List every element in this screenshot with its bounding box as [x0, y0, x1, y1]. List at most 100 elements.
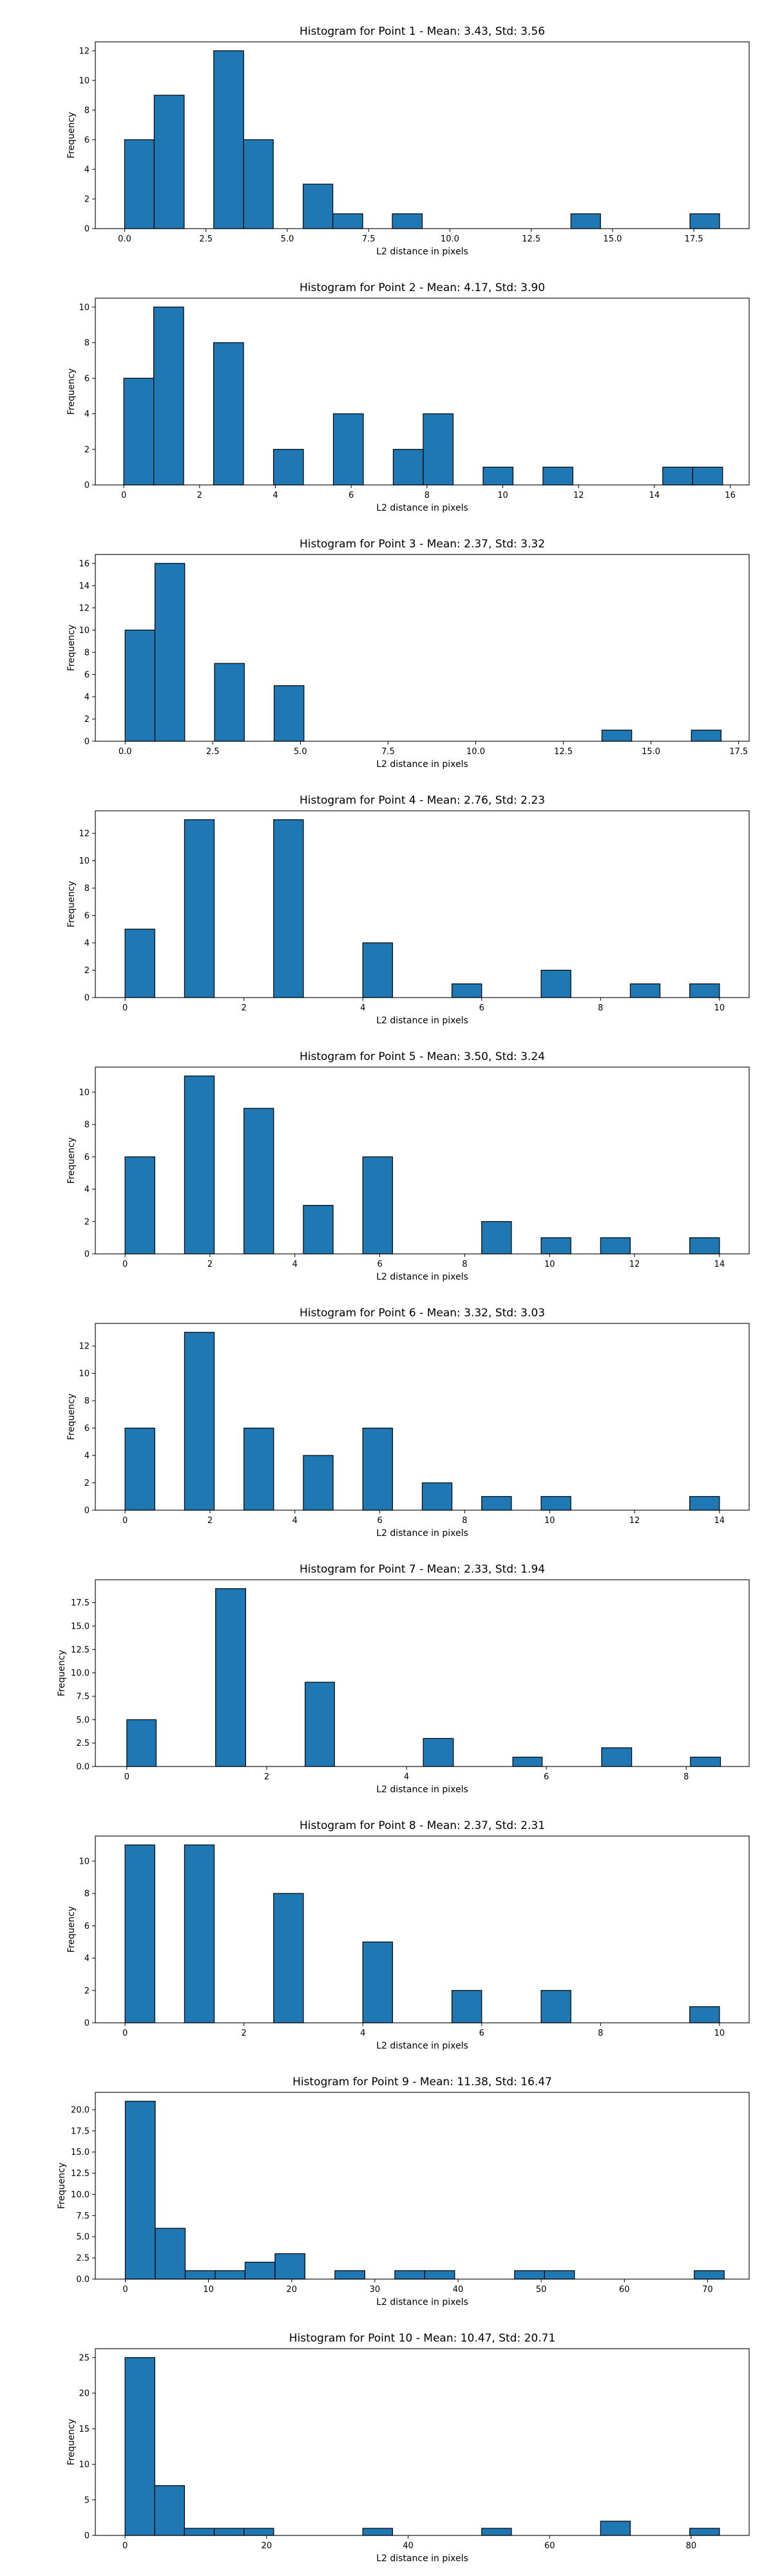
- plot-frame: [95, 810, 750, 998]
- x-tick-label: 60: [544, 2541, 555, 2551]
- histogram-bar: [215, 1588, 246, 1767]
- histogram-bar: [692, 466, 723, 486]
- histogram-bar: [362, 1941, 393, 2023]
- plot-frame: [95, 1323, 750, 1511]
- histogram-bar: [540, 1990, 571, 2023]
- chart-title: Histogram for Point 4 - Mean: 2.76, Std:…: [300, 794, 545, 807]
- y-tick-label: 8: [84, 1889, 90, 1899]
- chart-panel-6: Histogram for Point 6 - Mean: 3.32, Std:…: [66, 1307, 750, 1539]
- histogram-bar: [303, 184, 334, 229]
- histogram-bar: [213, 342, 244, 486]
- chart-title: Histogram for Point 2 - Mean: 4.17, Std:…: [300, 281, 545, 294]
- x-tick-label: 8: [462, 1516, 467, 1526]
- y-tick-label: 0: [84, 481, 90, 491]
- y-tick-label: 10: [79, 303, 90, 312]
- y-tick-label: 4: [84, 410, 90, 419]
- x-tick-label: 30: [370, 2285, 381, 2295]
- x-tick-label: 0.0: [119, 747, 132, 757]
- y-tick-label: 20: [79, 2389, 90, 2399]
- histogram-bar: [689, 1496, 720, 1511]
- x-tick-label: 2: [207, 1516, 213, 1526]
- histogram-bar: [184, 1075, 215, 1255]
- x-axis-label: L2 distance in pixels: [376, 2041, 468, 2051]
- x-tick-label: 40: [403, 2541, 414, 2551]
- histogram-bar: [123, 377, 155, 486]
- histogram-bar: [213, 50, 244, 229]
- y-tick-label: 0: [84, 2019, 90, 2029]
- histogram-bar: [243, 139, 274, 229]
- x-tick-label: 2: [264, 1772, 269, 1782]
- y-tick-label: 5.0: [76, 2233, 90, 2242]
- histogram-bar: [392, 213, 423, 229]
- histogram-bar: [600, 1237, 631, 1255]
- x-tick-label: 10: [544, 1516, 555, 1526]
- y-tick-label: 7.5: [76, 2211, 90, 2221]
- histogram-bar: [243, 1427, 274, 1511]
- x-tick-label: 0: [122, 2029, 128, 2038]
- x-axis-label: L2 distance in pixels: [376, 759, 468, 770]
- y-tick-label: 0: [84, 737, 90, 747]
- histogram-bar: [243, 2528, 274, 2536]
- y-tick-label: 12.5: [71, 2169, 90, 2179]
- x-tick-label: 0: [122, 1260, 128, 1269]
- x-tick-label: 17.5: [685, 234, 703, 244]
- x-tick-label: 70: [702, 2285, 713, 2295]
- chart-title: Histogram for Point 9 - Mean: 11.38, Std…: [292, 2076, 552, 2088]
- histogram-bar: [601, 1747, 633, 1767]
- x-tick-label: 0: [122, 1516, 128, 1526]
- histogram-bar: [184, 2528, 215, 2536]
- x-tick-label: 8: [462, 1260, 467, 1269]
- histogram-bar: [601, 730, 633, 742]
- y-tick-label: 6: [84, 911, 90, 921]
- x-tick-label: 6: [348, 491, 354, 500]
- x-tick-label: 0: [122, 2541, 128, 2551]
- chart-panel-5: Histogram for Point 5 - Mean: 3.50, Std:…: [66, 1050, 750, 1282]
- histogram-bar: [153, 307, 184, 486]
- histogram-bar: [154, 563, 186, 742]
- x-axis-label: L2 distance in pixels: [376, 1272, 468, 1282]
- y-tick-label: 2: [84, 1479, 90, 1488]
- y-tick-label: 2: [84, 715, 90, 724]
- histogram-bar: [124, 629, 156, 742]
- y-tick-label: 6: [84, 1922, 90, 1931]
- histogram-bar: [452, 1990, 482, 2023]
- y-tick-label: 8: [84, 106, 90, 115]
- histogram-bar: [540, 969, 571, 998]
- y-tick-label: 2: [84, 1986, 90, 1996]
- histogram-bar: [303, 1455, 334, 1511]
- chart-title: Histogram for Point 10 - Mean: 10.47, St…: [289, 2332, 556, 2345]
- histogram-bar: [214, 663, 245, 742]
- chart-title: Histogram for Point 7 - Mean: 2.33, Std:…: [300, 1563, 545, 1576]
- x-axis-label: L2 distance in pixels: [376, 503, 468, 513]
- histogram-bar: [272, 449, 304, 486]
- y-tick-label: 4: [84, 1452, 90, 1461]
- x-tick-label: 0: [122, 1003, 128, 1013]
- x-tick-label: 2: [242, 1003, 247, 1013]
- y-tick-label: 10: [79, 857, 90, 866]
- y-tick-label: 2: [84, 1217, 90, 1227]
- x-axis-label: L2 distance in pixels: [376, 1016, 468, 1026]
- y-tick-label: 8: [84, 1121, 90, 1130]
- x-tick-label: 16: [725, 491, 736, 500]
- y-tick-label: 10: [79, 1857, 90, 1866]
- y-axis-label: Frequency: [66, 2419, 77, 2465]
- x-tick-label: 40: [453, 2285, 464, 2295]
- y-tick-label: 10: [79, 1088, 90, 1097]
- y-tick-label: 4: [84, 1185, 90, 1195]
- histogram-bar: [481, 1496, 512, 1511]
- y-tick-label: 20.0: [71, 2105, 90, 2115]
- histogram-bar: [184, 1844, 215, 2023]
- y-tick-label: 0: [84, 1506, 90, 1516]
- x-tick-label: 5.0: [281, 234, 294, 244]
- y-axis-label: Frequency: [57, 1650, 67, 1696]
- histogram-bar: [691, 730, 722, 742]
- histogram-bar: [392, 449, 424, 486]
- histogram-bar: [452, 983, 482, 998]
- chart-title: Histogram for Point 3 - Mean: 2.37, Std:…: [300, 538, 545, 551]
- y-tick-label: 15: [79, 2425, 90, 2434]
- x-tick-label: 4: [360, 2029, 365, 2038]
- x-tick-label: 20: [286, 2285, 297, 2295]
- y-tick-label: 4: [84, 1954, 90, 1964]
- y-tick-label: 6: [84, 135, 90, 145]
- y-tick-label: 2: [84, 194, 90, 204]
